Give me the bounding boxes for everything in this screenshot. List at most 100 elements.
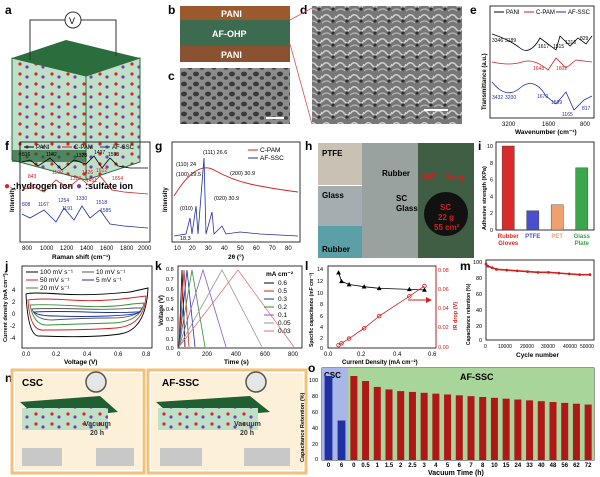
l-yticks-right: 0.08 0.06 0.04 0.02 0.00	[438, 268, 449, 351]
h-text-rubber: Rubber	[322, 245, 350, 254]
l-point-capacitance-1	[339, 278, 344, 284]
k-xtick-600: 600	[260, 352, 271, 358]
m-point-9	[557, 271, 561, 275]
g-xtick-20: 20	[189, 246, 196, 252]
m-ytick-40: 40	[476, 308, 482, 314]
n-csc-20h: 20 h	[90, 430, 104, 437]
l-line-irdrop	[338, 285, 425, 346]
panel-l-label: l	[305, 259, 308, 273]
m-xtick-0: 0	[484, 344, 487, 350]
k-gcd-03	[178, 269, 196, 348]
h-text-glass2: Glass	[396, 204, 418, 213]
f-legend-pani: PANI	[36, 145, 50, 151]
o-category-19: 48	[550, 463, 557, 469]
m-yticks: 100 80 60 40 20 0	[473, 260, 482, 344]
o-title-csc: CSC	[324, 371, 341, 380]
o-category-21: 62	[573, 463, 580, 469]
j-ytick-0: 0	[12, 312, 16, 318]
k-gcd-003	[178, 269, 295, 348]
l-rtick-008: 0.08	[438, 268, 449, 274]
i-bar-0	[501, 145, 515, 231]
l-point-capacitance-2	[346, 281, 352, 287]
k-legend-03: 0.3	[278, 296, 287, 303]
g-xtick-60: 60	[253, 246, 260, 252]
sem-image-porous	[180, 68, 290, 124]
l-ytick-8: 8	[320, 302, 323, 308]
l-ytick-10: 10	[317, 291, 323, 297]
f-peak-1323: 1323	[70, 176, 81, 182]
o-category-14: 10	[491, 463, 498, 469]
panel-j-label: j	[4, 259, 8, 273]
m-point-12	[588, 273, 592, 277]
l-rtick-004: 0.04	[438, 306, 449, 312]
j-xticks: 0.0 0.2 0.4 0.6 0.8	[22, 352, 151, 358]
e-legend: PANI C-PAM AF-SSC	[494, 10, 591, 16]
o-bar-21	[572, 403, 580, 460]
h-photo-rubber	[318, 226, 362, 258]
f-xtick-800: 800	[22, 246, 33, 252]
m-xtick-20000: 20000	[520, 344, 534, 350]
k-ytick-04: 0.4	[166, 307, 174, 313]
e-curve-pani	[491, 33, 593, 51]
l-point-capacitance-6	[422, 287, 427, 292]
k-legend-05: 0.5	[278, 288, 287, 295]
l-yticks-left: 14 12 10 8 6 4 2 0	[317, 267, 323, 352]
j-xtick-04: 0.4	[83, 352, 92, 358]
panel-c-label: c	[168, 69, 175, 83]
f-peak-1254: 1254	[58, 198, 69, 204]
h-text-55cm2: 55 cm²	[434, 223, 460, 232]
i-ytick-2: 2	[490, 211, 493, 217]
o-category-1: 6	[340, 463, 344, 469]
panel-k-label: k	[155, 259, 162, 273]
l-ytick-6: 6	[320, 314, 323, 320]
o-bar-14	[490, 397, 498, 460]
panel-b: b PANI AF-OHP PANI	[168, 3, 290, 62]
g-peak-020: (020) 30.9	[214, 196, 239, 202]
j-ylabel: Current density (mA cm⁻²)	[2, 273, 9, 342]
m-xticks: 0 10000 20000 30000 40000 50000	[484, 344, 594, 350]
panel-m-label: m	[460, 259, 471, 273]
l-point-capacitance-5	[406, 286, 412, 292]
m-xtick-10000: 10000	[498, 344, 512, 350]
electrolyte-cell-schematic: V	[11, 11, 141, 181]
o-bar-16	[514, 399, 522, 460]
o-bar-13	[479, 397, 487, 460]
i-ytick-10: 10	[487, 144, 493, 150]
e-legend-pani: PANI	[506, 10, 520, 16]
j-legend-10: 10 mV s⁻¹	[96, 269, 126, 276]
m-plot-frame	[485, 259, 595, 341]
g-legend-afssc: AF-SSC	[260, 155, 284, 162]
o-ytick-0: 0	[315, 457, 318, 463]
o-category-15: 15	[503, 463, 510, 469]
e-peak-829: 829	[580, 36, 589, 42]
o-category-17: 33	[526, 463, 533, 469]
j-xlabel: Voltage (V)	[64, 359, 97, 366]
j-cv-5	[32, 311, 142, 317]
l-ytick-12: 12	[317, 279, 323, 285]
l-ytick-0: 0	[320, 346, 323, 352]
m-point-7	[536, 270, 540, 274]
e-peak-817: 817	[582, 106, 591, 112]
j-yticks: 4 2 0 -2 -4	[10, 288, 16, 342]
j-legend-20: 20 mV s⁻¹	[40, 285, 70, 292]
o-category-11: 6	[458, 463, 462, 469]
l-ytick-2: 2	[320, 336, 323, 342]
m-ytick-100: 100	[473, 260, 482, 266]
panel-d-label: d	[300, 3, 307, 17]
i-plot-frame	[495, 141, 595, 231]
f-peak-1585: 1585	[100, 208, 111, 214]
o-category-4: 1	[376, 463, 380, 469]
f-peak-1167: 1167	[38, 202, 49, 208]
k-legend: mA cm⁻² 0.6 0.5 0.3 0.2 0.1 0.05 0.03	[264, 271, 294, 335]
e-peak-1165: 1165	[562, 112, 573, 118]
e-peak-3346: 3346	[492, 38, 503, 44]
o-category-2: 0	[352, 463, 356, 469]
panel-e: e PANI C-PAM AF-SSC 3346 3189 1617 1515 …	[470, 3, 595, 136]
panel-f-label: f	[5, 139, 10, 153]
i-bar-3	[575, 167, 589, 231]
k-xlabel: Time (s)	[224, 359, 249, 366]
k-ytick-01: 0.1	[166, 337, 174, 343]
legend-hydrogen-symbol: ●	[4, 181, 10, 192]
o-bar-8	[420, 392, 428, 460]
o-bar-10	[444, 394, 452, 460]
